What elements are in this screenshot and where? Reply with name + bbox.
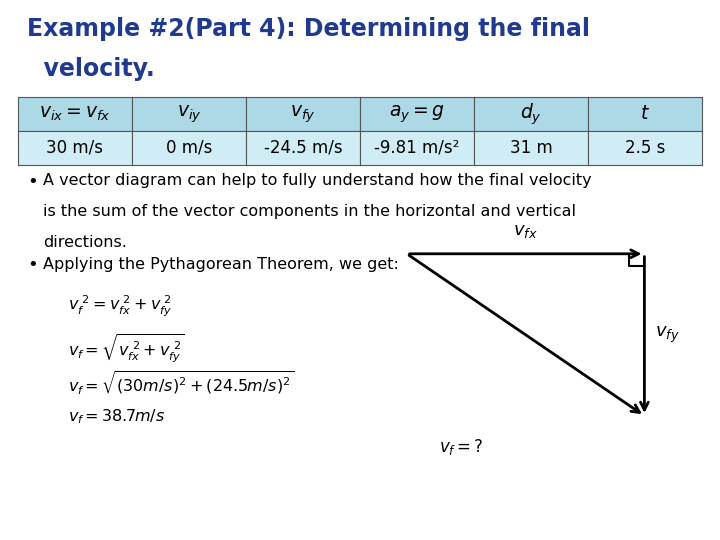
Text: $d_y$: $d_y$	[520, 101, 542, 127]
Text: $v_f^{\ 2} = v_{fx}^{\ 2} + v_{fy}^{\ 2}$: $v_f^{\ 2} = v_{fx}^{\ 2} + v_{fy}^{\ 2}…	[68, 294, 173, 319]
Text: A vector diagram can help to fully understand how the final velocity: A vector diagram can help to fully under…	[43, 173, 592, 188]
Text: Example #2(Part 4): Determining the final: Example #2(Part 4): Determining the fina…	[27, 17, 590, 41]
Text: -24.5 m/s: -24.5 m/s	[264, 139, 342, 157]
Text: $v_f = \sqrt{v_{fx}^{\ 2} + v_{fy}^{\ 2}}$: $v_f = \sqrt{v_{fx}^{\ 2} + v_{fy}^{\ 2}…	[68, 332, 185, 365]
Text: $t$: $t$	[640, 104, 650, 124]
Text: 0 m/s: 0 m/s	[166, 139, 212, 157]
Text: velocity.: velocity.	[27, 57, 155, 80]
Text: •: •	[27, 173, 38, 191]
Text: $v_{iy}$: $v_{iy}$	[176, 103, 202, 125]
Text: directions.: directions.	[43, 235, 127, 251]
Text: 31 m: 31 m	[510, 139, 552, 157]
Text: $v_{fx}$: $v_{fx}$	[513, 222, 538, 240]
Text: $v_{fy}$: $v_{fy}$	[655, 325, 680, 345]
Text: $v_f = \sqrt{(30m/s)^2 + (24.5m/s)^2}$: $v_f = \sqrt{(30m/s)^2 + (24.5m/s)^2}$	[68, 370, 294, 397]
Text: 30 m/s: 30 m/s	[47, 139, 104, 157]
Text: $v_f = ?$: $v_f = ?$	[439, 437, 484, 457]
Text: $v_{fy}$: $v_{fy}$	[290, 103, 316, 125]
Text: -9.81 m/s²: -9.81 m/s²	[374, 139, 459, 157]
Text: $v_f = 38.7 m/s$: $v_f = 38.7 m/s$	[68, 408, 166, 427]
Text: $v_{ix} = v_{fx}$: $v_{ix} = v_{fx}$	[39, 104, 111, 124]
Text: Applying the Pythagorean Theorem, we get:: Applying the Pythagorean Theorem, we get…	[43, 256, 399, 272]
Text: •: •	[27, 256, 38, 274]
Text: $a_y = g$: $a_y = g$	[389, 103, 445, 125]
Text: is the sum of the vector components in the horizontal and vertical: is the sum of the vector components in t…	[43, 204, 576, 219]
Text: 2.5 s: 2.5 s	[625, 139, 665, 157]
